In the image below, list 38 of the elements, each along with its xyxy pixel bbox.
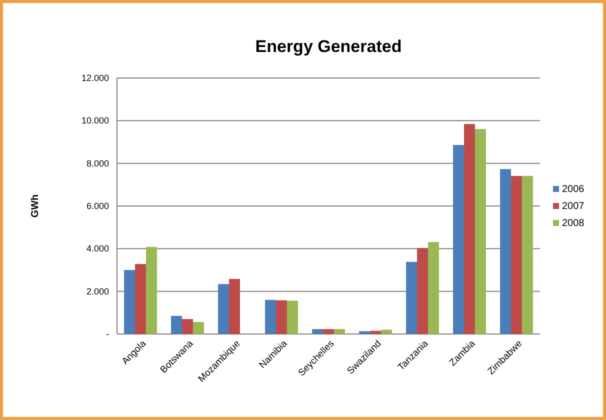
bar <box>124 270 136 334</box>
y-tick-label: 8.000 <box>86 158 109 168</box>
bar <box>500 169 512 334</box>
bar <box>323 329 334 334</box>
bar <box>474 128 486 334</box>
legend-label: 2008 <box>562 218 585 229</box>
bar <box>146 246 157 334</box>
y-axis-title: GWh <box>30 194 41 218</box>
y-tick-label: 4.000 <box>86 244 109 254</box>
legend-label: 2007 <box>562 201 585 212</box>
bar <box>286 300 298 334</box>
bar <box>182 319 193 334</box>
bar <box>428 242 439 334</box>
bar <box>406 262 418 334</box>
bar <box>464 124 475 334</box>
bar <box>334 329 345 334</box>
bar <box>359 331 370 334</box>
y-tick-label: - <box>106 329 109 339</box>
bar <box>522 176 533 334</box>
bar <box>171 316 182 334</box>
bar <box>135 264 146 334</box>
legend-label: 2006 <box>562 184 585 195</box>
y-tick-label: 6.000 <box>86 201 109 211</box>
bar <box>192 322 204 334</box>
bar <box>276 300 287 334</box>
bar <box>229 278 240 334</box>
bar <box>511 176 522 334</box>
y-tick-label: 12.000 <box>81 73 109 83</box>
y-tick-label: 2.000 <box>86 286 109 296</box>
bar <box>453 144 464 334</box>
bar <box>265 300 276 334</box>
bar <box>218 284 230 334</box>
bar <box>370 330 381 334</box>
bar <box>380 330 392 334</box>
bar <box>312 329 324 334</box>
bar <box>417 248 428 334</box>
chart-title: Energy Generated <box>255 37 402 56</box>
y-tick-label: 10.000 <box>81 116 109 126</box>
